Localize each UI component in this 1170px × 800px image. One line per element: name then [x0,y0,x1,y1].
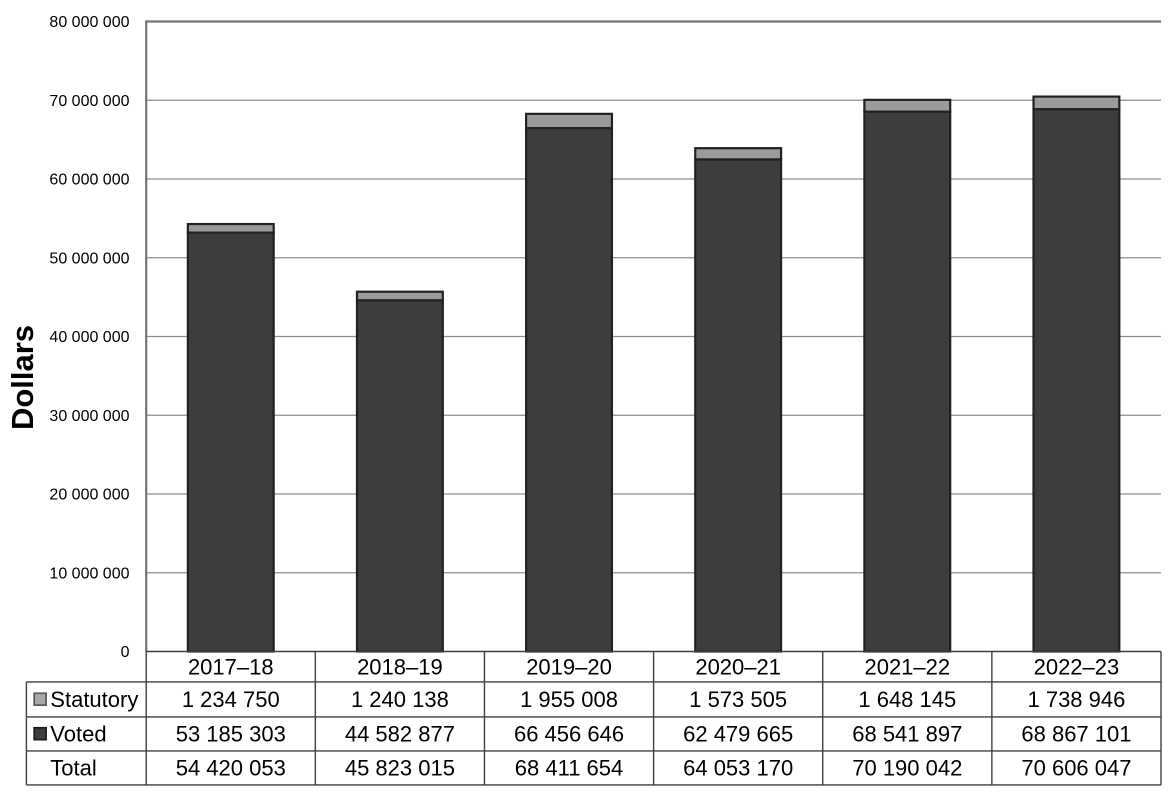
svg-text:2021–22: 2021–22 [864,654,950,679]
svg-text:10 000 000: 10 000 000 [49,565,129,582]
svg-text:0: 0 [121,644,130,661]
svg-text:68 541 897: 68 541 897 [852,722,962,747]
svg-text:30 000 000: 30 000 000 [49,408,129,425]
svg-text:68 411 654: 68 411 654 [515,756,623,781]
svg-text:50 000 000: 50 000 000 [49,250,129,267]
svg-text:40 000 000: 40 000 000 [49,329,129,346]
svg-text:70 606 047: 70 606 047 [1021,756,1131,781]
svg-text:1 234 750: 1 234 750 [182,687,280,712]
svg-text:60 000 000: 60 000 000 [49,172,129,189]
svg-text:62 479 665: 62 479 665 [683,722,793,747]
svg-text:53 185 303: 53 185 303 [176,722,286,747]
svg-text:Dollars: Dollars [5,325,40,430]
svg-text:1 240 138: 1 240 138 [351,687,449,712]
svg-text:44 582 877: 44 582 877 [345,722,455,747]
svg-text:70 190 042: 70 190 042 [852,756,962,781]
svg-text:1 648 145: 1 648 145 [858,687,956,712]
svg-text:66 456 646: 66 456 646 [514,722,624,747]
svg-text:2017–18: 2017–18 [188,654,274,679]
svg-text:2018–19: 2018–19 [357,654,443,679]
svg-text:2020–21: 2020–21 [695,654,781,679]
svg-text:64 053 170: 64 053 170 [683,756,793,781]
svg-text:2022–23: 2022–23 [1034,654,1120,679]
svg-text:1 738 946: 1 738 946 [1027,687,1125,712]
svg-text:80 000 000: 80 000 000 [49,14,129,31]
svg-text:1 573 505: 1 573 505 [689,687,787,712]
svg-text:Statutory: Statutory [50,687,138,712]
svg-text:70 000 000: 70 000 000 [49,93,129,110]
svg-text:2019–20: 2019–20 [526,654,612,679]
svg-text:68 867 101: 68 867 101 [1021,722,1131,747]
svg-text:20 000 000: 20 000 000 [49,487,129,504]
svg-text:45 823 015: 45 823 015 [345,756,455,781]
svg-text:Voted: Voted [50,722,106,747]
svg-text:Total: Total [50,756,96,781]
svg-text:54 420 053: 54 420 053 [176,756,286,781]
svg-text:1 955 008: 1 955 008 [520,687,618,712]
